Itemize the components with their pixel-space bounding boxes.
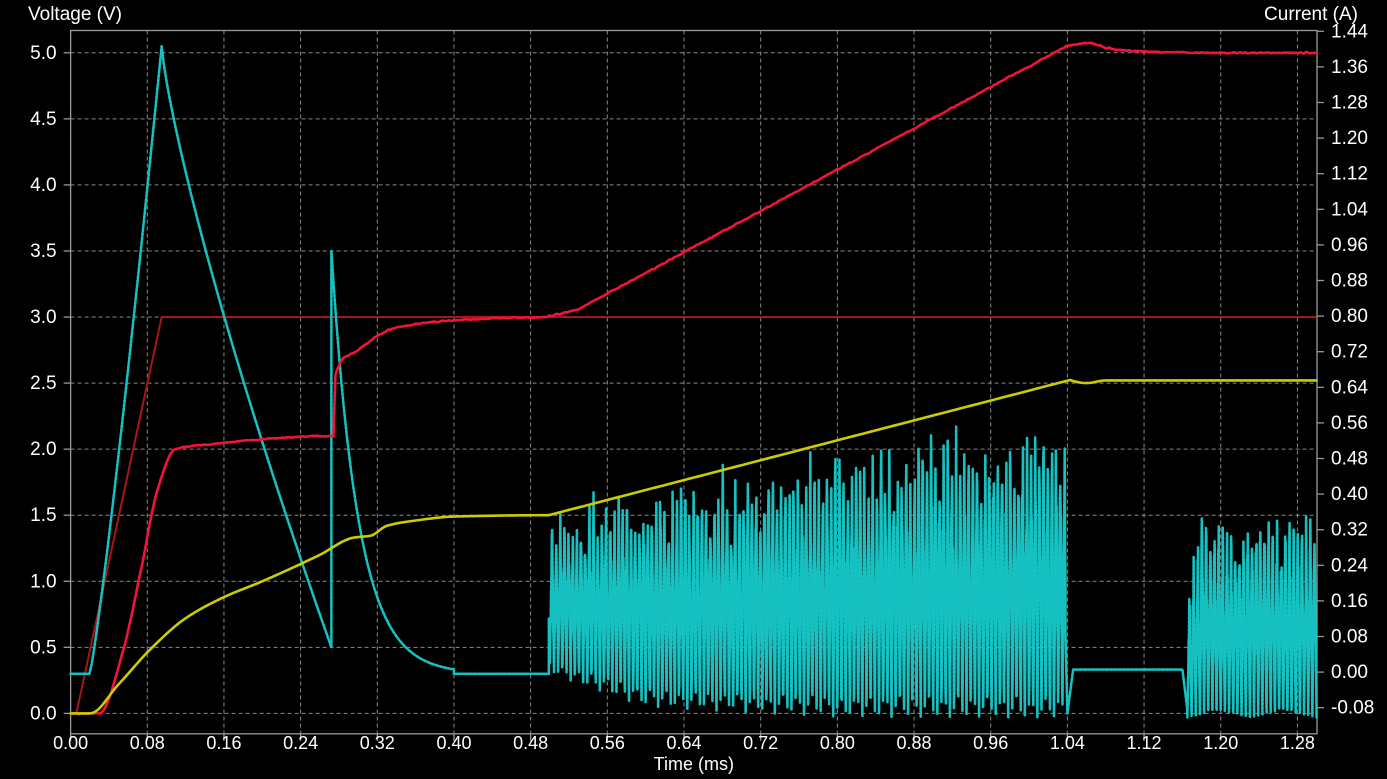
svg-text:0.00: 0.00 — [1331, 662, 1368, 683]
svg-text:0.16: 0.16 — [1331, 591, 1368, 612]
svg-text:1.36: 1.36 — [1331, 57, 1368, 78]
svg-text:0.64: 0.64 — [666, 733, 701, 753]
svg-text:3.5: 3.5 — [30, 241, 56, 262]
svg-text:-0.08: -0.08 — [1331, 698, 1374, 719]
svg-text:0.0: 0.0 — [30, 703, 56, 724]
svg-text:0.32: 0.32 — [1331, 520, 1368, 541]
svg-text:0.00: 0.00 — [53, 733, 88, 753]
svg-text:0.5: 0.5 — [30, 637, 56, 658]
svg-text:0.24: 0.24 — [283, 733, 318, 753]
svg-text:0.56: 0.56 — [590, 733, 625, 753]
svg-text:0.24: 0.24 — [1331, 555, 1368, 576]
svg-text:1.20: 1.20 — [1331, 128, 1368, 149]
svg-text:0.96: 0.96 — [1331, 235, 1368, 256]
svg-text:4.5: 4.5 — [30, 109, 56, 130]
svg-text:1.28: 1.28 — [1280, 733, 1315, 753]
svg-text:0.48: 0.48 — [513, 733, 548, 753]
svg-text:0.08: 0.08 — [130, 733, 165, 753]
svg-text:Voltage (V): Voltage (V) — [28, 4, 122, 25]
svg-text:3.0: 3.0 — [30, 307, 56, 328]
svg-text:1.28: 1.28 — [1331, 93, 1368, 114]
svg-text:0.08: 0.08 — [1331, 627, 1368, 648]
svg-text:0.80: 0.80 — [1331, 306, 1368, 327]
svg-text:1.20: 1.20 — [1203, 733, 1238, 753]
svg-text:0.72: 0.72 — [743, 733, 778, 753]
svg-text:0.88: 0.88 — [896, 733, 931, 753]
svg-text:0.72: 0.72 — [1331, 342, 1368, 363]
svg-text:0.48: 0.48 — [1331, 449, 1368, 470]
svg-text:1.04: 1.04 — [1050, 733, 1085, 753]
svg-text:Time (ms): Time (ms) — [654, 754, 734, 774]
svg-text:1.5: 1.5 — [30, 505, 56, 526]
svg-text:5.0: 5.0 — [30, 43, 56, 64]
svg-text:0.40: 0.40 — [436, 733, 471, 753]
svg-text:0.80: 0.80 — [820, 733, 855, 753]
svg-text:0.88: 0.88 — [1331, 271, 1368, 292]
svg-text:1.04: 1.04 — [1331, 199, 1368, 220]
svg-text:0.56: 0.56 — [1331, 413, 1368, 434]
svg-text:2.5: 2.5 — [30, 373, 56, 394]
svg-text:0.32: 0.32 — [360, 733, 395, 753]
svg-text:0.16: 0.16 — [206, 733, 241, 753]
svg-text:Current (A): Current (A) — [1264, 4, 1358, 25]
svg-text:1.12: 1.12 — [1127, 733, 1162, 753]
svg-text:1.0: 1.0 — [30, 571, 56, 592]
svg-text:2.0: 2.0 — [30, 439, 56, 460]
svg-text:0.64: 0.64 — [1331, 377, 1368, 398]
svg-text:0.40: 0.40 — [1331, 484, 1368, 505]
svg-text:0.96: 0.96 — [973, 733, 1008, 753]
svg-text:4.0: 4.0 — [30, 175, 56, 196]
svg-text:1.12: 1.12 — [1331, 164, 1368, 185]
